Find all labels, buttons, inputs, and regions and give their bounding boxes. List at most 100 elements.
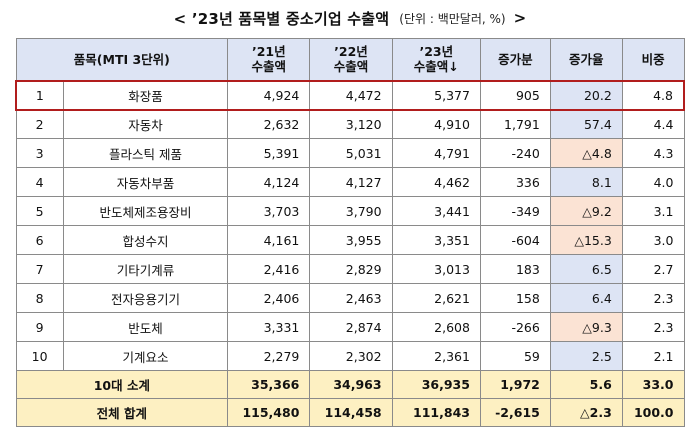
- item-name-cell: 화장품: [62, 79, 229, 111]
- export-2023-cell: 3,441: [391, 196, 481, 226]
- header-row: 품목(MTI 3단위) ’21년 수출액 ’22년 수출액 ’23년 수출액↓ …: [15, 38, 685, 81]
- table-row: 2 자동차 2,632 3,120 4,910 1,791 57.4 4.4: [15, 109, 685, 139]
- rank-cell: 9: [15, 312, 64, 342]
- header-2021: ’21년 수출액: [227, 38, 311, 81]
- export-2022-cell: 3,955: [309, 225, 393, 255]
- total-row: 전체 합계 115,480 114,458 111,843 -2,615 △2.3 100.…: [15, 398, 685, 427]
- header-2022: ’22년 수출액: [309, 38, 393, 81]
- share-cell: 4.3: [621, 138, 685, 168]
- total-2022-cell: 34,963: [309, 370, 393, 399]
- item-name-cell: 기타기계류: [62, 254, 229, 284]
- table-row: 4 자동차부품 4,124 4,127 4,462 336 8.1 4.0: [15, 167, 685, 197]
- increase-cell: 1,791: [479, 109, 551, 139]
- export-2022-cell: 4,472: [309, 79, 393, 111]
- share-cell: 3.0: [621, 225, 685, 255]
- export-2021-cell: 4,124: [227, 167, 311, 197]
- growth-rate-cell: 20.2: [549, 79, 623, 111]
- item-name-cell: 기계요소: [62, 341, 229, 371]
- total-growth-cell: △2.3: [549, 398, 623, 427]
- export-table: 품목(MTI 3단위) ’21년 수출액 ’22년 수출액 ’23년 수출액↓ …: [14, 38, 685, 427]
- export-2021-cell: 2,416: [227, 254, 311, 284]
- table-row: 1 화장품 4,924 4,472 5,377 905 20.2 4.8: [14, 79, 685, 111]
- header-2023: ’23년 수출액↓: [391, 38, 481, 81]
- total-increase-cell: -2,615: [479, 398, 551, 427]
- total-share-cell: 33.0: [621, 370, 685, 399]
- export-2021-cell: 3,331: [227, 312, 311, 342]
- rank-cell: 4: [15, 167, 64, 197]
- export-2021-cell: 4,161: [227, 225, 311, 255]
- item-name-cell: 자동차: [62, 109, 229, 139]
- increase-cell: 183: [479, 254, 551, 284]
- export-2021-cell: 2,406: [227, 283, 311, 313]
- increase-cell: 905: [479, 79, 551, 111]
- table-row: 3 플라스틱 제품 5,391 5,031 4,791 -240 △4.8 4.3: [15, 138, 685, 168]
- export-2023-cell: 5,377: [391, 79, 481, 111]
- header-increase: 증가분: [479, 38, 551, 81]
- header-item: 품목(MTI 3단위): [15, 38, 229, 81]
- total-2023-cell: 36,935: [391, 370, 481, 399]
- growth-rate-cell: 2.5: [549, 341, 623, 371]
- header-growth: 증가율: [549, 38, 623, 81]
- table-caption: < ’23년 품목별 중소기업 수출액 (단위 : 백만달러, %) >: [0, 0, 700, 36]
- item-name-cell: 전자응용기기: [62, 283, 229, 313]
- share-cell: 2.7: [621, 254, 685, 284]
- growth-rate-cell: △9.2: [549, 196, 623, 226]
- increase-cell: -266: [479, 312, 551, 342]
- export-2021-cell: 3,703: [227, 196, 311, 226]
- table-title-end: >: [513, 9, 527, 27]
- total-label-cell: 10대 소계: [15, 370, 229, 399]
- rank-cell: 8: [15, 283, 64, 313]
- table-row: 7 기타기계류 2,416 2,829 3,013 183 6.5 2.7: [15, 254, 685, 284]
- growth-rate-cell: 6.4: [549, 283, 623, 313]
- export-2022-cell: 3,790: [309, 196, 393, 226]
- total-growth-cell: 5.6: [549, 370, 623, 399]
- rank-cell: 5: [15, 196, 64, 226]
- rank-cell: 2: [15, 109, 64, 139]
- export-2022-cell: 2,302: [309, 341, 393, 371]
- share-cell: 4.8: [621, 79, 685, 111]
- item-name-cell: 자동차부품: [62, 167, 229, 197]
- export-2021-cell: 2,279: [227, 341, 311, 371]
- rank-cell: 7: [15, 254, 64, 284]
- growth-rate-cell: 6.5: [549, 254, 623, 284]
- rank-cell: 6: [15, 225, 64, 255]
- share-cell: 4.0: [621, 167, 685, 197]
- increase-cell: -349: [479, 196, 551, 226]
- item-name-cell: 반도체: [62, 312, 229, 342]
- export-2021-cell: 5,391: [227, 138, 311, 168]
- total-2021-cell: 115,480: [227, 398, 311, 427]
- item-name-cell: 플라스틱 제품: [62, 138, 229, 168]
- share-cell: 2.3: [621, 312, 685, 342]
- table-row: 9 반도체 3,331 2,874 2,608 -266 △9.3 2.3: [15, 312, 685, 342]
- export-2022-cell: 2,463: [309, 283, 393, 313]
- total-row: 10대 소계 35,366 34,963 36,935 1,972 5.6 33.0: [15, 370, 685, 399]
- export-2022-cell: 2,874: [309, 312, 393, 342]
- export-2022-cell: 2,829: [309, 254, 393, 284]
- total-increase-cell: 1,972: [479, 370, 551, 399]
- growth-rate-cell: 8.1: [549, 167, 623, 197]
- unit-note: (단위 : 백만달러, %): [399, 11, 506, 26]
- total-2022-cell: 114,458: [309, 398, 393, 427]
- rank-cell: 1: [14, 79, 64, 111]
- export-2021-cell: 2,632: [227, 109, 311, 139]
- growth-rate-cell: 57.4: [549, 109, 623, 139]
- share-cell: 4.4: [621, 109, 685, 139]
- total-2023-cell: 111,843: [391, 398, 481, 427]
- export-2023-cell: 3,351: [391, 225, 481, 255]
- table-row: 8 전자응용기기 2,406 2,463 2,621 158 6.4 2.3: [15, 283, 685, 313]
- rank-cell: 10: [15, 341, 64, 371]
- share-cell: 2.3: [621, 283, 685, 313]
- growth-rate-cell: △4.8: [549, 138, 623, 168]
- total-2021-cell: 35,366: [227, 370, 311, 399]
- export-2023-cell: 2,621: [391, 283, 481, 313]
- export-2023-cell: 4,910: [391, 109, 481, 139]
- export-2023-cell: 2,361: [391, 341, 481, 371]
- export-2022-cell: 3,120: [309, 109, 393, 139]
- export-2023-cell: 4,791: [391, 138, 481, 168]
- increase-cell: -604: [479, 225, 551, 255]
- item-name-cell: 합성수지: [62, 225, 229, 255]
- table-row: 6 합성수지 4,161 3,955 3,351 -604 △15.3 3.0: [15, 225, 685, 255]
- export-2023-cell: 3,013: [391, 254, 481, 284]
- export-2023-cell: 2,608: [391, 312, 481, 342]
- growth-rate-cell: △15.3: [549, 225, 623, 255]
